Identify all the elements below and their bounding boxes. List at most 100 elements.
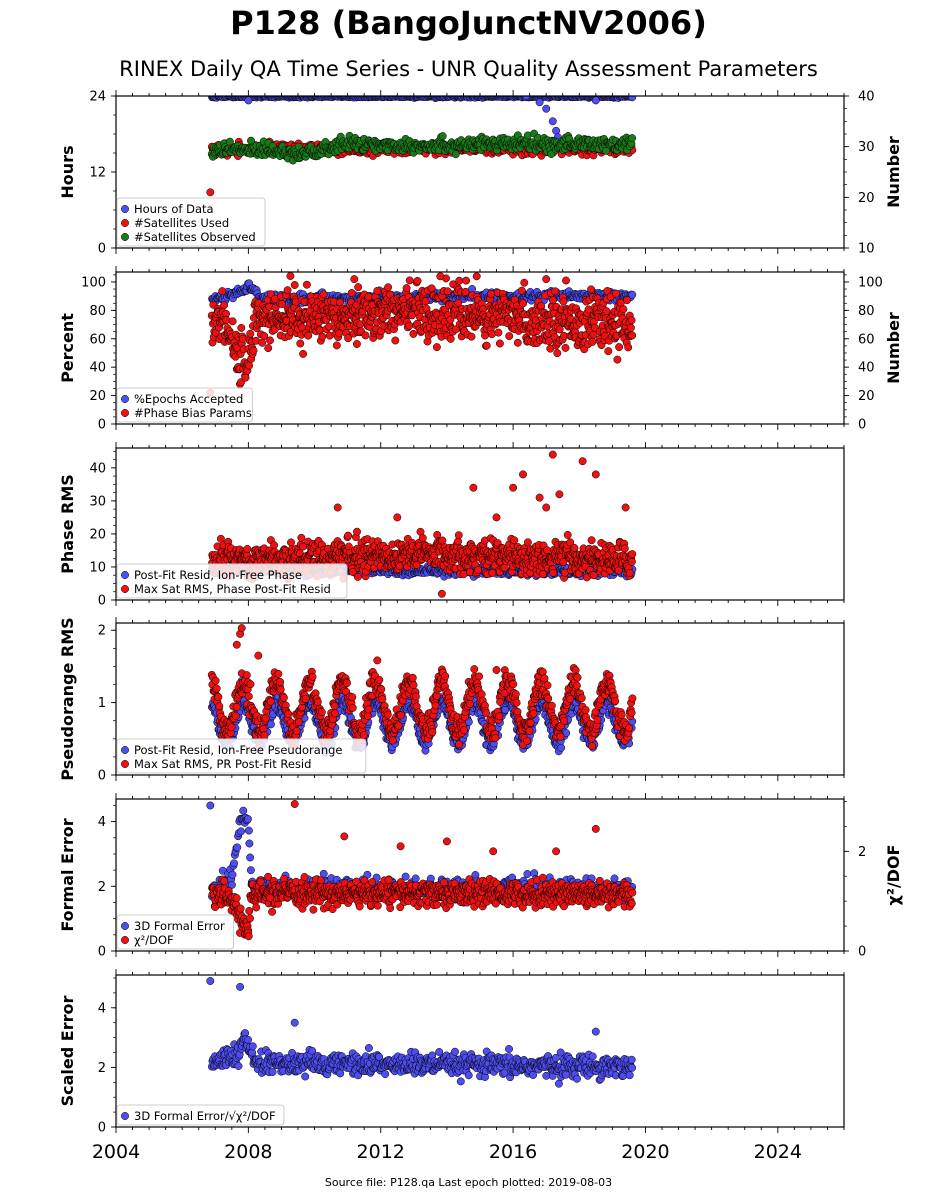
data-point-outlier xyxy=(591,96,600,105)
data-point xyxy=(287,538,295,547)
data-point xyxy=(373,286,382,295)
y-tick-label: 0 xyxy=(98,418,106,433)
data-point xyxy=(218,287,227,296)
data-point-outlier xyxy=(492,513,501,522)
data-point xyxy=(228,317,237,326)
data-point xyxy=(405,276,414,285)
data-point xyxy=(623,296,632,305)
data-point xyxy=(270,541,279,550)
data-point xyxy=(353,572,362,581)
data-point xyxy=(474,566,483,575)
data-point-outlier xyxy=(535,493,544,502)
data-point xyxy=(433,530,442,539)
data-point xyxy=(318,332,327,341)
legend-label: Max Sat RMS, Phase Post-Fit Resid xyxy=(134,582,331,596)
legend: Hours of Data#Satellites Used#Satellites… xyxy=(116,197,266,247)
legend-marker xyxy=(121,395,129,403)
data-point xyxy=(427,284,436,293)
legend-label: #Satellites Used xyxy=(134,216,229,230)
data-point xyxy=(413,276,422,285)
data-point-outlier xyxy=(542,275,551,284)
legend-label: #Satellites Observed xyxy=(134,230,256,244)
data-point xyxy=(627,316,636,325)
y-axis-right-label: Number xyxy=(884,136,903,208)
data-point xyxy=(454,531,463,540)
data-point xyxy=(418,534,427,542)
data-point-outlier xyxy=(542,503,551,512)
data-point xyxy=(296,339,305,348)
data-point xyxy=(548,296,557,305)
legend: %Epochs Accepted#Phase Bias Params xyxy=(116,387,253,423)
y-right-tick-label: 20 xyxy=(858,191,875,206)
data-point-outlier xyxy=(591,470,600,479)
data-point xyxy=(543,546,552,555)
y-tick-label: 24 xyxy=(89,90,106,105)
y-axis-label: Hours xyxy=(58,145,77,198)
data-point xyxy=(549,568,558,577)
chart-subtitle: RINEX Daily QA Time Series - UNR Quality… xyxy=(119,57,818,81)
y-tick-label: 0 xyxy=(98,242,106,257)
data-point xyxy=(559,297,568,306)
data-point xyxy=(628,134,637,143)
data-point xyxy=(587,536,596,545)
data-point-outlier xyxy=(472,272,481,281)
data-point xyxy=(266,336,274,345)
data-point xyxy=(241,373,250,382)
data-point xyxy=(237,323,246,332)
data-point-outlier xyxy=(393,513,402,522)
data-point xyxy=(481,331,489,340)
legend-marker xyxy=(121,219,129,227)
data-point xyxy=(220,301,229,310)
data-point xyxy=(352,340,361,348)
series-percent-1 xyxy=(206,272,637,397)
data-point xyxy=(319,290,328,299)
data-point xyxy=(258,338,267,347)
y-right-tick-label: 80 xyxy=(858,304,875,319)
data-point xyxy=(438,132,447,141)
y-tick-label: 100 xyxy=(81,275,106,290)
data-points xyxy=(206,272,637,397)
data-point-outlier xyxy=(333,503,342,512)
y-tick-label: 60 xyxy=(89,332,106,347)
data-point xyxy=(613,355,622,364)
data-point xyxy=(238,334,247,343)
y-tick-label: 10 xyxy=(89,560,106,575)
data-point xyxy=(615,343,624,352)
data-point xyxy=(495,339,504,348)
data-point-outlier xyxy=(519,470,527,479)
data-point xyxy=(264,344,273,353)
data-point xyxy=(246,329,255,338)
data-point xyxy=(332,341,341,350)
y-tick-label: 80 xyxy=(89,304,106,319)
data-point xyxy=(555,325,564,334)
data-point xyxy=(344,334,353,343)
data-point-outlier xyxy=(509,483,518,492)
data-point xyxy=(437,589,446,598)
data-point xyxy=(519,299,528,308)
data-point xyxy=(561,343,570,352)
data-point xyxy=(494,328,503,337)
y-right-tick-label: 40 xyxy=(858,90,875,105)
data-point xyxy=(361,331,370,340)
data-point xyxy=(612,289,621,298)
y-tick-label: 12 xyxy=(89,166,106,181)
data-point xyxy=(353,527,361,536)
series-hours-0 xyxy=(208,96,637,142)
data-point-outlier xyxy=(555,490,564,499)
data-point xyxy=(278,300,287,309)
data-point xyxy=(391,336,400,345)
data-point-outlier xyxy=(535,98,544,107)
data-point xyxy=(438,536,447,545)
data-point xyxy=(432,343,441,352)
data-point-outlier xyxy=(206,188,215,197)
data-point xyxy=(302,280,311,289)
data-point xyxy=(505,332,514,341)
data-point-outlier xyxy=(562,276,570,285)
data-point xyxy=(384,283,393,292)
y-tick-label: 0 xyxy=(98,594,106,609)
data-point-outlier xyxy=(436,272,445,281)
